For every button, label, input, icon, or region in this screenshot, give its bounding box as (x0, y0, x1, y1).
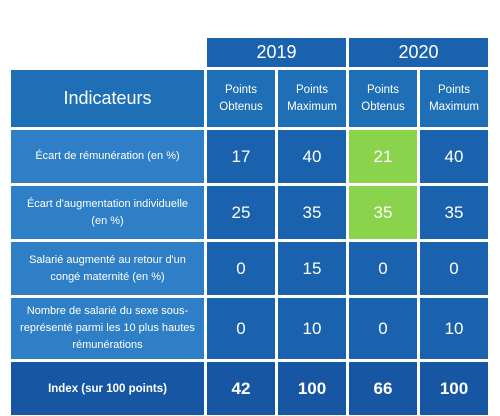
row-label-ecart-remuneration: Écart de rémunération (en %) (11, 130, 204, 183)
blank-corner (11, 38, 204, 67)
table-cell-highlight: 35 (349, 186, 417, 239)
index-cell: 100 (420, 362, 488, 415)
table-cell: 0 (207, 242, 275, 295)
col-header-2020-obtenus: Points Obtenus (349, 70, 417, 127)
table-cell: 35 (278, 186, 346, 239)
table-cell: 0 (349, 242, 417, 295)
col-header-2020-maximum: Points Maximum (420, 70, 488, 127)
indicators-table: 2019 2020 Indicateurs Points Obtenus Poi… (11, 38, 488, 415)
year-2020-header: 2020 (349, 38, 488, 67)
table-cell: 0 (420, 242, 488, 295)
index-row-label: Index (sur 100 points) (11, 362, 204, 415)
indicators-header: Indicateurs (11, 70, 204, 127)
row-label-conge-maternite: Salarié augmenté au retour d'un congé ma… (11, 242, 204, 295)
row-label-ecart-augmentation: Écart d'augmentation individuelle (en %) (11, 186, 204, 239)
table-cell: 10 (420, 298, 488, 359)
row-label-hautes-remunerations: Nombre de salarié du sexe sous-représent… (11, 298, 204, 359)
table-cell: 0 (349, 298, 417, 359)
table-cell: 0 (207, 298, 275, 359)
year-2019-header: 2019 (207, 38, 346, 67)
table-cell: 17 (207, 130, 275, 183)
table-cell: 25 (207, 186, 275, 239)
index-cell: 42 (207, 362, 275, 415)
table-cell: 40 (420, 130, 488, 183)
table-cell: 35 (420, 186, 488, 239)
table-cell: 15 (278, 242, 346, 295)
index-cell: 100 (278, 362, 346, 415)
table-cell: 10 (278, 298, 346, 359)
col-header-2019-maximum: Points Maximum (278, 70, 346, 127)
index-cell: 66 (349, 362, 417, 415)
table-cell: 40 (278, 130, 346, 183)
table-cell-highlight: 21 (349, 130, 417, 183)
col-header-2019-obtenus: Points Obtenus (207, 70, 275, 127)
